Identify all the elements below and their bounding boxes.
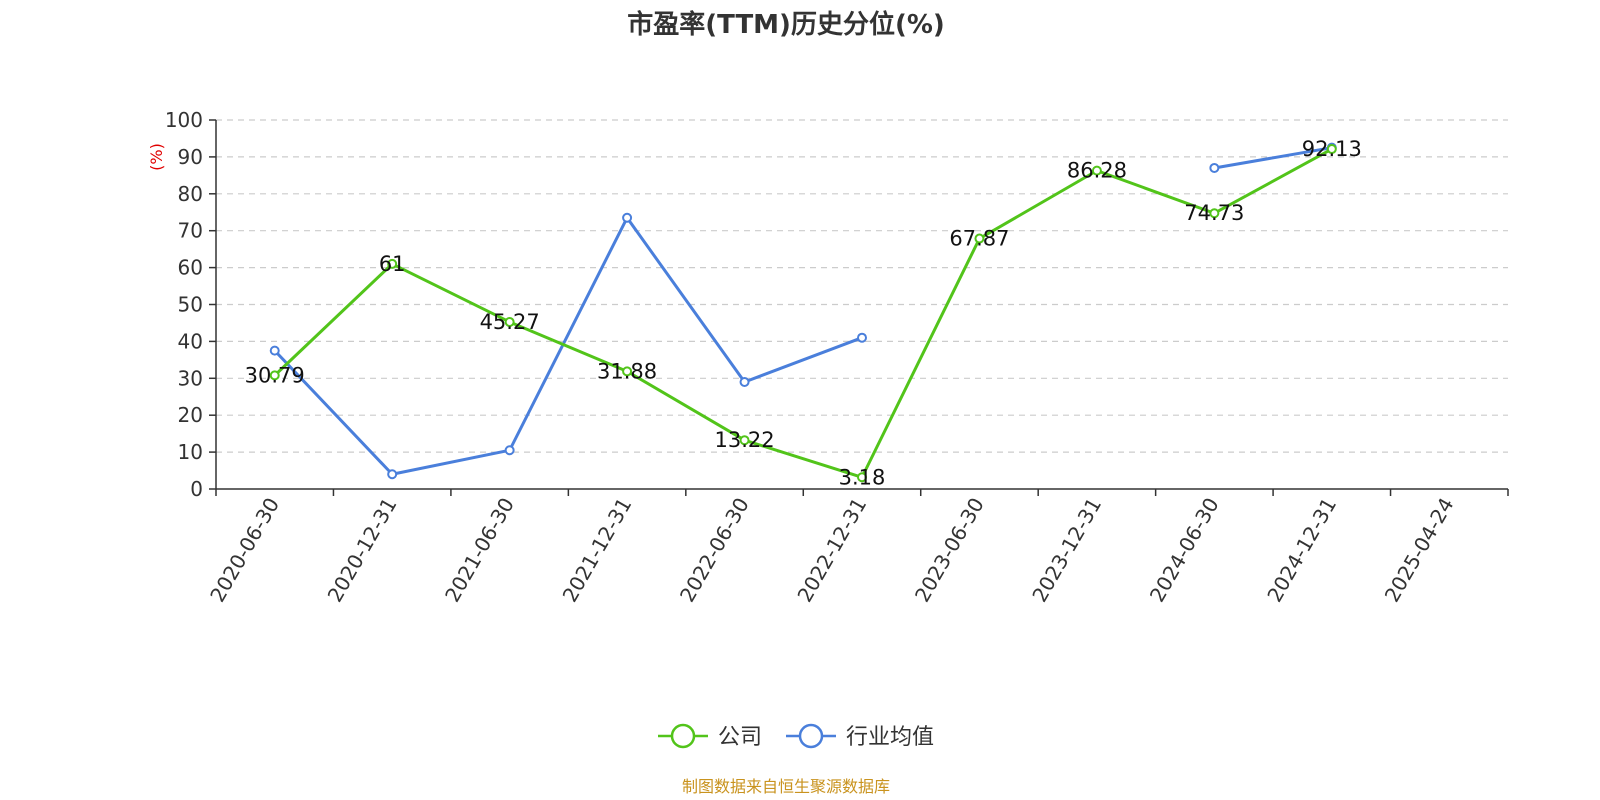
series-layer [269, 142, 1337, 483]
data-point[interactable] [739, 376, 750, 387]
x-tick-labels: 2020-06-30 2020-12-31 2021-06-30 2021-12-31… [205, 494, 1458, 607]
x-tick-label: 2021-06-30 [440, 494, 519, 607]
data-point[interactable] [1326, 144, 1337, 155]
x-tick-label: 2024-06-30 [1145, 494, 1224, 607]
x-tick-label: 2025-04-24 [1380, 494, 1459, 607]
data-label: 31.88 [597, 359, 657, 383]
y-tick-label: 90 [178, 145, 203, 169]
y-tick-label: 10 [178, 440, 203, 464]
legend-item-1[interactable]: 行业均值 [786, 723, 934, 750]
data-label: 92.13 [1302, 137, 1362, 161]
series-0 [269, 144, 1337, 483]
x-tick-label: 2020-06-30 [205, 494, 284, 607]
x-tick-label: 2022-06-30 [675, 494, 754, 607]
y-tick-label: 50 [178, 293, 203, 317]
y-tick-label: 60 [178, 256, 203, 280]
legend-marker [798, 723, 824, 749]
y-tick-label: 100 [165, 108, 203, 132]
x-tick-label: 2023-12-31 [1027, 494, 1106, 607]
y-axis-label: (%) [147, 143, 166, 171]
data-labels: 30.79 61 45.27 31.88 13.22 3.18 67.87 86.28 74.7… [245, 137, 1362, 489]
series-1 [269, 142, 1337, 480]
y-tick-label: 20 [178, 403, 203, 427]
data-point[interactable] [387, 258, 398, 269]
data-label: 74.73 [1184, 201, 1244, 225]
legend-label: 行业均值 [846, 725, 934, 750]
data-point[interactable] [974, 233, 985, 244]
data-point[interactable] [387, 469, 398, 480]
series-line [273, 216, 863, 476]
data-point[interactable] [622, 212, 633, 223]
legend-item-0[interactable]: 公司 [658, 723, 762, 750]
y-tick-label: 40 [178, 329, 203, 353]
x-tick-label: 2021-12-31 [558, 494, 637, 607]
data-point[interactable] [739, 435, 750, 446]
data-point[interactable] [504, 445, 515, 456]
data-point[interactable] [269, 370, 280, 381]
y-tick-label: 0 [190, 477, 203, 501]
x-tick-label: 2024-12-31 [1262, 494, 1341, 607]
data-label: 67.87 [949, 227, 1009, 251]
data-point[interactable] [269, 345, 280, 356]
legend[interactable]: 公司 行业均值 [658, 723, 934, 750]
x-tick-label: 2020-12-31 [323, 494, 402, 607]
data-label: 45.27 [480, 310, 540, 334]
data-point[interactable] [1091, 165, 1102, 176]
data-point[interactable] [504, 316, 515, 327]
legend-marker [670, 723, 696, 749]
legend-label: 公司 [718, 725, 762, 750]
y-tick-labels: 0 10 20 30 40 50 60 70 80 90 100 [165, 108, 203, 501]
data-label: 30.79 [245, 363, 305, 387]
data-label: 61 [379, 252, 406, 276]
data-label: 13.22 [714, 428, 774, 452]
grid-lines [216, 119, 1508, 453]
series-line [273, 147, 1333, 479]
y-tick-label: 30 [178, 366, 203, 390]
x-tick-label: 2023-06-30 [910, 494, 989, 607]
data-point[interactable] [1209, 208, 1220, 219]
series-line [1214, 146, 1333, 170]
y-tick-label: 80 [178, 182, 203, 206]
source-note: 制图数据来自恒生聚源数据库 [682, 777, 890, 796]
data-label: 3.18 [839, 465, 886, 489]
y-tick-label: 70 [178, 219, 203, 243]
data-point[interactable] [1209, 162, 1220, 173]
chart-title: 市盈率(TTM)历史分位(%) [627, 9, 945, 40]
axes [209, 119, 1509, 496]
data-point[interactable] [857, 472, 867, 483]
data-point[interactable] [622, 366, 633, 377]
x-tick-label: 2022-12-31 [792, 494, 871, 607]
data-label: 86.28 [1067, 159, 1127, 183]
data-point[interactable] [857, 332, 867, 343]
